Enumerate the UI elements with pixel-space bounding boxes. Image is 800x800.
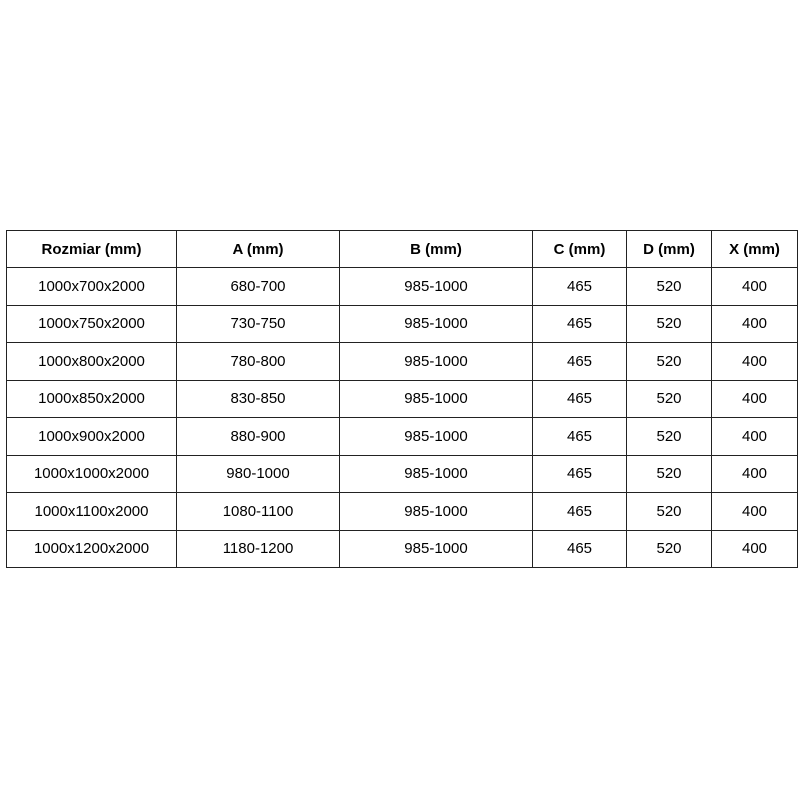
table-cell: 400 (711, 379, 798, 418)
table-cell: 680-700 (176, 267, 340, 306)
table-cell: 520 (626, 304, 712, 343)
table-cell: 985-1000 (339, 492, 533, 531)
table-row: 1000x900x2000 880-900 985-1000 465 520 400 (6, 417, 798, 456)
table-cell: 520 (626, 342, 712, 381)
table-row: 1000x700x2000 680-700 985-1000 465 520 400 (6, 267, 798, 306)
table-cell: 985-1000 (339, 417, 533, 456)
table-cell: 1180-1200 (176, 529, 340, 568)
column-header: C (mm) (532, 230, 627, 268)
table-cell: 465 (532, 492, 627, 531)
table-cell: 1080-1100 (176, 492, 340, 531)
table-cell: 1000x1000x2000 (6, 454, 177, 493)
table-cell: 1000x800x2000 (6, 342, 177, 381)
table-row: 1000x750x2000 730-750 985-1000 465 520 400 (6, 304, 798, 343)
table-cell: 520 (626, 417, 712, 456)
table-cell: 465 (532, 342, 627, 381)
column-header: X (mm) (711, 230, 798, 268)
table-cell: 520 (626, 454, 712, 493)
table-cell: 1000x750x2000 (6, 304, 177, 343)
table-row: 1000x850x2000 830-850 985-1000 465 520 400 (6, 379, 798, 418)
table-cell: 980-1000 (176, 454, 340, 493)
table-cell: 465 (532, 267, 627, 306)
table-cell: 1000x1100x2000 (6, 492, 177, 531)
column-header: A (mm) (176, 230, 340, 268)
table-cell: 400 (711, 304, 798, 343)
table-cell: 780-800 (176, 342, 340, 381)
header-row: Rozmiar (mm) A (mm) B (mm) C (mm) D (mm) X (m… (6, 230, 798, 268)
table-cell: 985-1000 (339, 454, 533, 493)
table-cell: 400 (711, 342, 798, 381)
table-cell: 1000x850x2000 (6, 379, 177, 418)
table-cell: 520 (626, 492, 712, 531)
column-header: Rozmiar (mm) (6, 230, 177, 268)
dimensions-table: Rozmiar (mm) A (mm) B (mm) C (mm) D (mm) X (m… (6, 230, 798, 568)
table-cell: 985-1000 (339, 379, 533, 418)
table-cell: 1000x900x2000 (6, 417, 177, 456)
table-cell: 400 (711, 492, 798, 531)
table-cell: 985-1000 (339, 342, 533, 381)
table-cell: 1000x1200x2000 (6, 529, 177, 568)
column-header: D (mm) (626, 230, 712, 268)
table-cell: 400 (711, 417, 798, 456)
table-row: 1000x1000x2000 980-1000 985-1000 465 520 400 (6, 454, 798, 493)
table-cell: 465 (532, 379, 627, 418)
table-cell: 465 (532, 529, 627, 568)
table-cell: 465 (532, 304, 627, 343)
table-cell: 520 (626, 267, 712, 306)
table-cell: 985-1000 (339, 267, 533, 306)
table-cell: 830-850 (176, 379, 340, 418)
table-cell: 880-900 (176, 417, 340, 456)
table-cell: 400 (711, 454, 798, 493)
table-cell: 1000x700x2000 (6, 267, 177, 306)
table-cell: 400 (711, 267, 798, 306)
table-cell: 985-1000 (339, 304, 533, 343)
table-cell: 985-1000 (339, 529, 533, 568)
table-row: 1000x800x2000 780-800 985-1000 465 520 400 (6, 342, 798, 381)
table-cell: 465 (532, 454, 627, 493)
table-cell: 730-750 (176, 304, 340, 343)
table-row: 1000x1200x2000 1180-1200 985-1000 465 520 400 (6, 529, 798, 568)
table-row: 1000x1100x2000 1080-1100 985-1000 465 520 400 (6, 492, 798, 531)
table-cell: 465 (532, 417, 627, 456)
column-header: B (mm) (339, 230, 533, 268)
table-cell: 400 (711, 529, 798, 568)
table-cell: 520 (626, 529, 712, 568)
table-cell: 520 (626, 379, 712, 418)
